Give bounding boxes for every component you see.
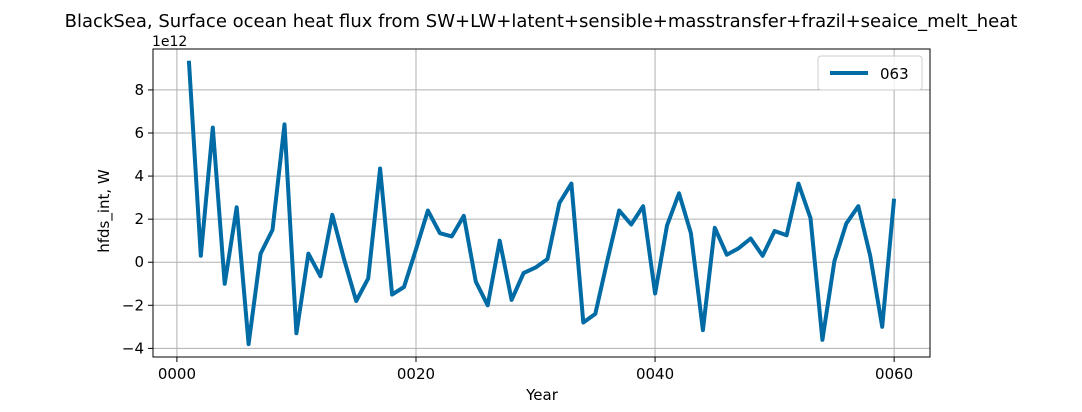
x-tick-label: 0060 bbox=[875, 365, 913, 383]
y-tick-label: 8 bbox=[134, 81, 144, 99]
x-tick-label: 0000 bbox=[158, 365, 196, 383]
y-axis-label: hfds_int, W bbox=[95, 169, 114, 253]
legend: 063 bbox=[817, 55, 923, 91]
y-offset-label: 1e12 bbox=[152, 34, 187, 50]
grid-lines bbox=[153, 49, 930, 357]
x-tick-label: 0020 bbox=[397, 365, 435, 383]
x-axis-ticks: 0000 0020 0040 0060 bbox=[158, 357, 913, 383]
y-tick-label: 2 bbox=[134, 210, 144, 228]
x-axis-label: Year bbox=[525, 386, 559, 404]
chart-title: BlackSea, Surface ocean heat flux from S… bbox=[65, 11, 1018, 32]
y-tick-label: 6 bbox=[134, 124, 144, 142]
y-tick-label: 4 bbox=[134, 167, 144, 185]
series-line-063 bbox=[186, 60, 897, 347]
legend-box bbox=[817, 55, 923, 91]
x-tick-label: 0040 bbox=[636, 365, 674, 383]
legend-label-063: 063 bbox=[880, 65, 909, 83]
y-axis-ticks: −4 −2 0 2 4 6 8 bbox=[122, 81, 153, 357]
series-lines bbox=[186, 60, 897, 347]
y-tick-label: 0 bbox=[134, 253, 144, 271]
plot-frame bbox=[152, 48, 931, 358]
y-tick-label: −4 bbox=[122, 339, 144, 357]
y-tick-label: −2 bbox=[122, 296, 144, 314]
